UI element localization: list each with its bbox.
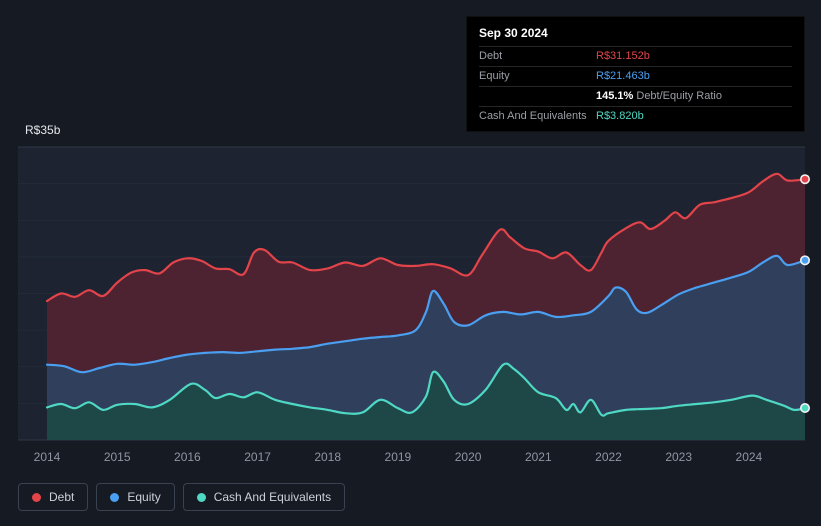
debt-dot-icon [32,492,41,502]
x-tick-2019: 2019 [384,450,412,464]
tooltip-debt-value: R$31.152b [596,50,650,62]
x-tick-2018: 2018 [314,450,342,464]
tooltip-row-cash: Cash And Equivalents R$3.820b [479,106,792,126]
tooltip: Sep 30 2024 Debt R$31.152b Equity R$21.4… [466,16,805,132]
equity-dot-icon [110,492,120,502]
tooltip-ratio-value: 145.1% [596,90,634,102]
legend-item-debt[interactable]: Debt [18,483,89,511]
x-tick-2014: 2014 [33,450,61,464]
x-tick-2023: 2023 [665,450,693,464]
legend-label-debt: Debt [49,490,75,504]
tooltip-row-debt: Debt R$31.152b [479,46,792,66]
legend: Debt Equity Cash And Equivalents [18,483,346,511]
tooltip-equity-value: R$21.463b [596,70,650,82]
x-tick-2017: 2017 [244,450,271,464]
x-tick-2015: 2015 [103,450,131,464]
tooltip-equity-label: Equity [479,70,510,82]
tooltip-row-ratio: 145.1% Debt/Equity Ratio [479,86,792,106]
cash-dot-icon [196,492,206,502]
x-tick-2024: 2024 [735,450,763,464]
x-axis: 2014 2015 2016 2017 2018 2019 2020 2021 2022 2023… [18,450,805,466]
x-tick-2022: 2022 [595,450,622,464]
debt-equity-history-chart[interactable] [18,143,810,443]
tooltip-cash-value: R$3.820b [596,110,644,122]
x-tick-2016: 2016 [174,450,201,464]
y-axis-max-label: R$35b [25,123,61,137]
tooltip-debt-label: Debt [479,50,503,62]
legend-item-equity[interactable]: Equity [96,483,175,511]
legend-label-equity: Equity [127,490,161,504]
legend-label-cash: Cash And Equivalents [213,490,332,504]
x-tick-2020: 2020 [454,450,482,464]
tooltip-date: Sep 30 2024 [479,26,548,40]
tooltip-row-equity: Equity R$21.463b [479,66,792,86]
tooltip-ratio: 145.1% Debt/Equity Ratio [596,90,722,102]
tooltip-ratio-label: Debt/Equity Ratio [633,90,722,102]
tooltip-cash-label: Cash And Equivalents [479,110,587,122]
legend-item-cash[interactable]: Cash And Equivalents [182,483,346,511]
x-tick-2021: 2021 [524,450,552,464]
